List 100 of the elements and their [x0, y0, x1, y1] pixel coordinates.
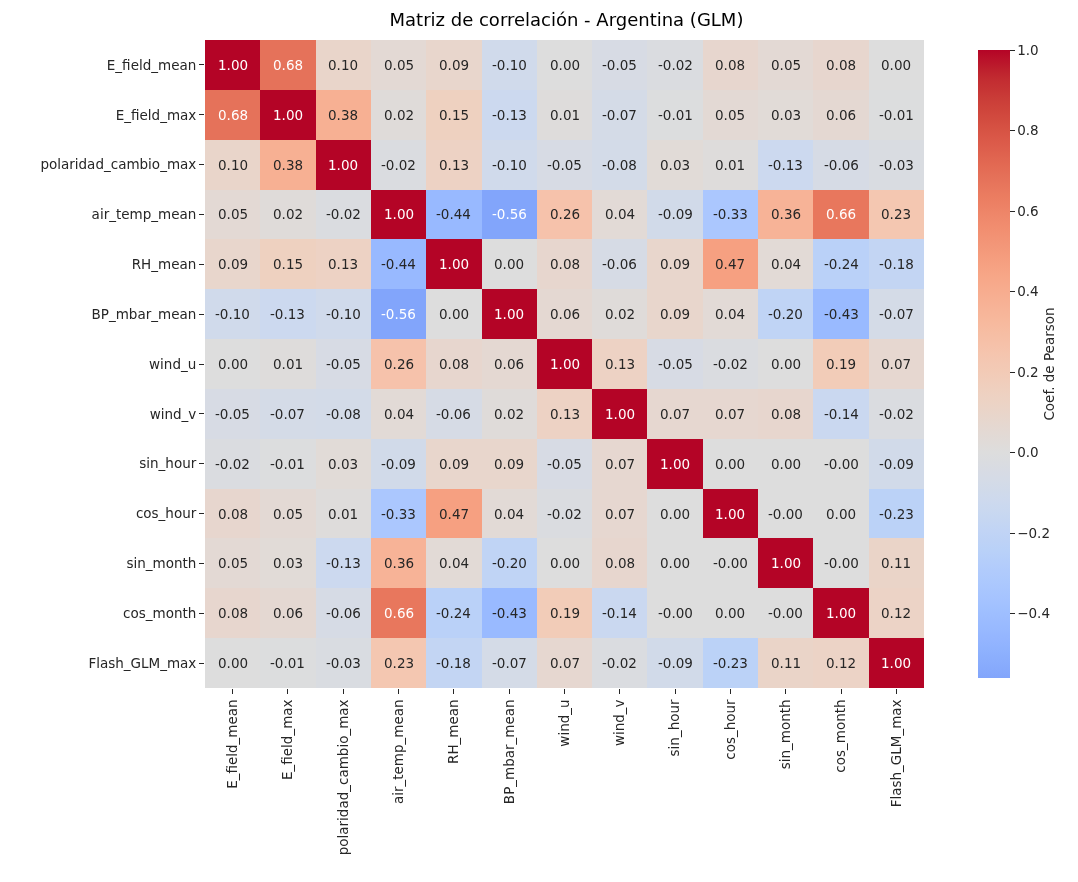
- data-label: 0.07: [605, 456, 636, 472]
- data-label: 0.05: [384, 57, 415, 73]
- data-label: 0.03: [328, 456, 359, 472]
- data-label: -0.14: [602, 605, 637, 621]
- data-label: 0.13: [550, 406, 581, 422]
- data-label: -0.02: [215, 456, 250, 472]
- data-label: 0.09: [218, 256, 249, 272]
- data-label: 0.07: [550, 655, 581, 671]
- data-label: 0.04: [605, 206, 636, 222]
- data-label: -0.10: [326, 306, 361, 322]
- data-label: 0.09: [660, 306, 691, 322]
- chart-title: Matriz de correlación - Argentina (GLM): [389, 9, 744, 31]
- y-tick-label: BP_mbar_mean: [91, 305, 197, 322]
- data-label: 0.38: [328, 107, 359, 123]
- data-label: -0.00: [768, 605, 803, 621]
- data-label: 0.05: [218, 555, 249, 571]
- data-label: -0.20: [768, 306, 803, 322]
- data-label: 1.00: [660, 456, 691, 472]
- data-label: 0.68: [218, 107, 249, 123]
- data-label: -0.05: [215, 406, 250, 422]
- data-label: -0.06: [602, 256, 637, 272]
- data-label: 0.07: [605, 506, 636, 522]
- data-label: 0.08: [439, 356, 470, 372]
- data-label: 0.00: [550, 555, 581, 571]
- data-label: -0.24: [436, 605, 471, 621]
- data-label: 1.00: [328, 157, 359, 173]
- data-label: -0.00: [713, 555, 748, 571]
- data-label: 0.00: [660, 506, 691, 522]
- data-label: 1.00: [494, 306, 525, 322]
- data-label: 0.08: [826, 57, 857, 73]
- data-label: -0.02: [602, 655, 637, 671]
- data-label: -0.03: [879, 157, 914, 173]
- data-label: -0.02: [713, 356, 748, 372]
- y-tick-label: wind_v: [149, 405, 197, 422]
- data-label: 0.08: [218, 605, 249, 621]
- data-label: 1.00: [439, 256, 470, 272]
- data-label: 0.10: [218, 157, 249, 173]
- data-label: -0.18: [436, 655, 471, 671]
- x-tick-label: Flash_GLM_max: [887, 699, 904, 808]
- data-label: -0.43: [824, 306, 859, 322]
- data-label: 0.06: [494, 356, 525, 372]
- data-label: 0.02: [273, 206, 304, 222]
- data-label: -0.05: [602, 57, 637, 73]
- data-label: 1.00: [881, 655, 912, 671]
- data-label: -0.24: [824, 256, 859, 272]
- data-label: 0.38: [273, 157, 304, 173]
- data-label: -0.08: [326, 406, 361, 422]
- data-label: -0.18: [879, 256, 914, 272]
- data-label: 1.00: [826, 605, 857, 621]
- data-label: -0.13: [492, 107, 527, 123]
- data-label: 0.04: [439, 555, 470, 571]
- data-label: -0.06: [326, 605, 361, 621]
- data-label: -0.43: [492, 605, 527, 621]
- x-tick-label: sin_hour: [666, 698, 683, 757]
- data-label: -0.07: [879, 306, 914, 322]
- data-label: -0.10: [492, 57, 527, 73]
- data-label: 0.23: [881, 206, 912, 222]
- data-label: -0.02: [879, 406, 914, 422]
- data-label: -0.05: [658, 356, 693, 372]
- data-label: 1.00: [771, 555, 802, 571]
- y-tick-label: E_field_mean: [106, 56, 197, 73]
- y-tick-label: cos_month: [123, 604, 197, 621]
- y-tick-label: Flash_GLM_max: [88, 654, 197, 671]
- color-bar-title: Coef. de Pearson: [1040, 307, 1057, 421]
- data-label: 0.47: [439, 506, 470, 522]
- data-label: 0.02: [384, 107, 415, 123]
- data-label: 0.07: [660, 406, 691, 422]
- data-label: 0.13: [328, 256, 359, 272]
- data-label: 0.00: [771, 456, 802, 472]
- data-label: 0.47: [715, 256, 746, 272]
- data-label: 0.00: [494, 256, 525, 272]
- data-label: 0.04: [494, 506, 525, 522]
- data-label: -0.13: [326, 555, 361, 571]
- data-label: 0.23: [384, 655, 415, 671]
- data-label: 0.05: [771, 57, 802, 73]
- data-label: 0.00: [715, 456, 746, 472]
- data-label: -0.00: [824, 456, 859, 472]
- data-label: 0.00: [660, 555, 691, 571]
- x-tick-label: E_field_max: [279, 699, 296, 780]
- data-label: 0.05: [218, 206, 249, 222]
- x-tick-label: BP_mbar_mean: [500, 699, 517, 805]
- data-label: 0.00: [715, 605, 746, 621]
- data-label: 0.19: [826, 356, 857, 372]
- x-tick-label: sin_month: [777, 699, 794, 770]
- color-bar-label: 0.2: [1017, 363, 1039, 380]
- data-label: -0.14: [824, 406, 859, 422]
- data-label: -0.01: [270, 655, 305, 671]
- color-bar-label: 0.6: [1017, 202, 1039, 219]
- data-label: -0.23: [713, 655, 748, 671]
- data-label: -0.07: [492, 655, 527, 671]
- data-label: -0.33: [381, 506, 416, 522]
- y-tick-label: cos_hour: [135, 505, 197, 522]
- data-label: -0.05: [326, 356, 361, 372]
- data-label: 0.08: [715, 57, 746, 73]
- data-label: -0.02: [381, 157, 416, 173]
- color-bar-label: 0.8: [1017, 122, 1039, 139]
- data-label: -0.10: [492, 157, 527, 173]
- data-label: -0.07: [602, 107, 637, 123]
- data-label: -0.01: [879, 107, 914, 123]
- data-label: 0.03: [660, 157, 691, 173]
